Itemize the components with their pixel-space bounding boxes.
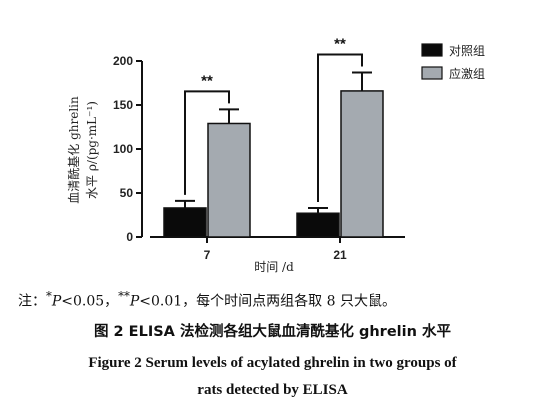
x-tick-label: 21 [333,248,347,262]
footnote: 注：*P<0.05，**P<0.01，每个时间点两组各取 8 只大鼠。 [18,289,543,311]
legend-label: 对照组 [449,44,485,58]
y-axis-title: 血清酰基化 ghrelin 水平 ρ/(pg·mL⁻¹) [67,96,99,204]
y-tick-label: 150 [113,98,133,112]
legend-swatch [421,43,443,57]
figure-caption-english-line1: Figure 2 Serum levels of acylated ghreli… [88,355,457,371]
bar [163,207,207,238]
footnote-sig1-text: <0.05， [61,293,119,310]
x-axis: 7 21 [150,236,405,262]
footnote-sig2-var: P [129,293,140,310]
footnote-prefix: 注： [18,293,46,310]
bar [340,90,384,238]
bar [207,122,251,238]
footnote-sig1-var: P [51,293,62,310]
significance-bracket [184,90,230,195]
footnote-sig2-text: <0.01，每个时间点两组各取 8 只大鼠。 [139,293,396,310]
bars [163,71,384,238]
y-tick-label: 200 [113,54,133,68]
y-axis-title-line1: 血清酰基化 ghrelin [67,96,81,204]
significance-label: ** [201,72,213,89]
x-axis-title: 时间 /d [254,260,294,274]
figure-caption-chinese: 图 2 ELISA 法检测各组大鼠血清酰基化 ghrelin 水平 [94,324,451,340]
footnote-sig2-mark: ** [118,289,130,303]
y-tick-label: 100 [113,142,133,156]
figure-caption-english: Figure 2 Serum levels of acylated ghreli… [0,350,545,404]
y-tick-label: 50 [120,186,134,200]
x-tick-label: 7 [204,248,211,262]
legend-label: 应激组 [449,66,485,81]
significance-bracket [317,53,363,202]
y-axis-title-line2: 水平 ρ/(pg·mL⁻¹) [85,101,99,199]
y-tick-label: 0 [126,230,133,244]
significance-brackets: ** ** [184,35,363,202]
legend-swatch [421,66,443,80]
bar-chart: 血清酰基化 ghrelin 水平 ρ/(pg·mL⁻¹) 0 50 100 150 20… [67,35,485,274]
figure-caption-english-line2: rats detected by ELISA [197,382,348,398]
significance-label: ** [334,35,346,52]
footnote-sig1-mark: * [46,289,52,303]
y-axis: 0 50 100 150 200 [113,54,143,244]
bar [296,212,340,238]
